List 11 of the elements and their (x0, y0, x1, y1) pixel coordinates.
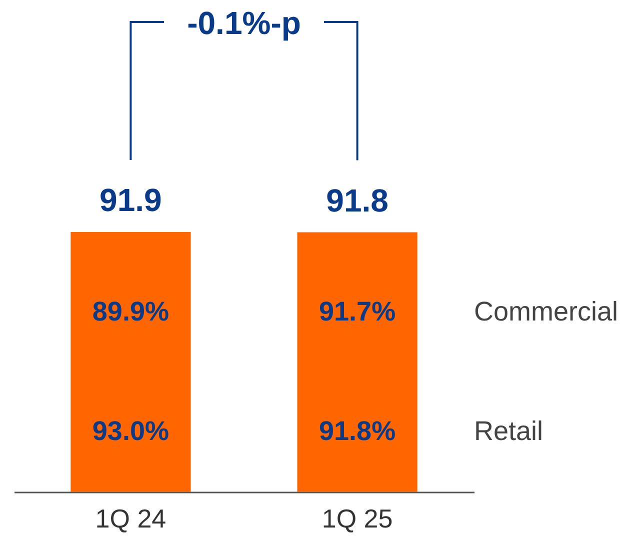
annotation: 91.7% (319, 296, 396, 327)
annotation: 91.8% (319, 416, 396, 446)
annotation: Retail (474, 416, 544, 446)
annotation: Commercial (474, 296, 618, 327)
data-label: 91.8 (326, 182, 388, 218)
annotation: 89.9% (92, 296, 169, 327)
x-tick-label: 1Q 25 (322, 504, 393, 534)
annotation: 93.0% (92, 416, 169, 446)
data-label: 91.9 (100, 182, 162, 218)
x-tick-label: 1Q 24 (95, 504, 166, 534)
text: -0.1%-p (187, 5, 301, 41)
